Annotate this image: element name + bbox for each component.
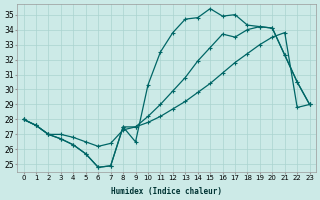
X-axis label: Humidex (Indice chaleur): Humidex (Indice chaleur) [111, 187, 222, 196]
